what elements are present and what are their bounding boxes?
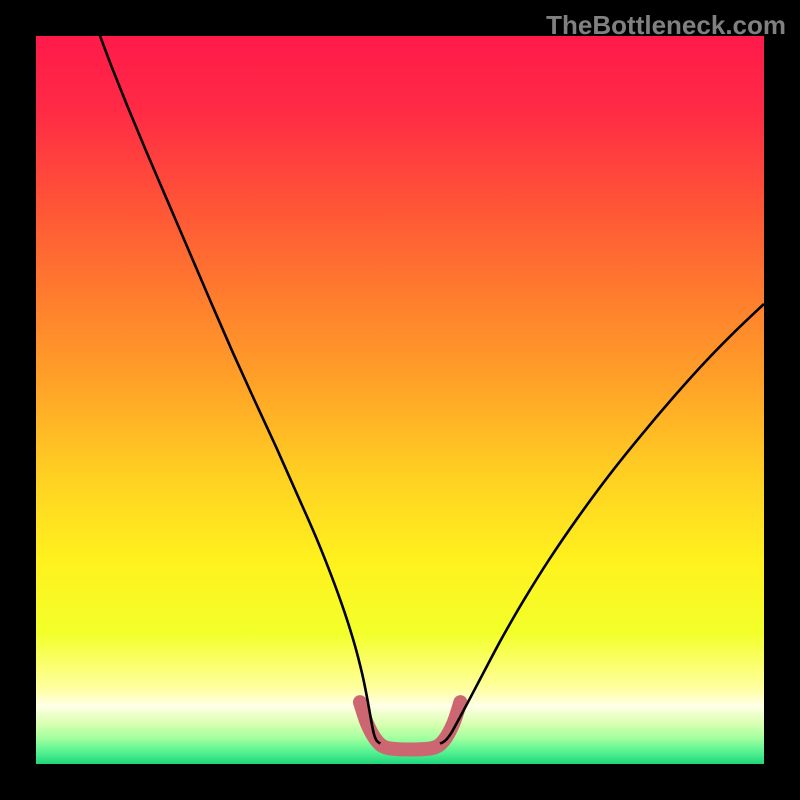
plot-svg — [36, 36, 764, 764]
gradient-background — [36, 36, 764, 764]
plot-area — [36, 36, 764, 764]
watermark-text: TheBottleneck.com — [546, 10, 786, 41]
